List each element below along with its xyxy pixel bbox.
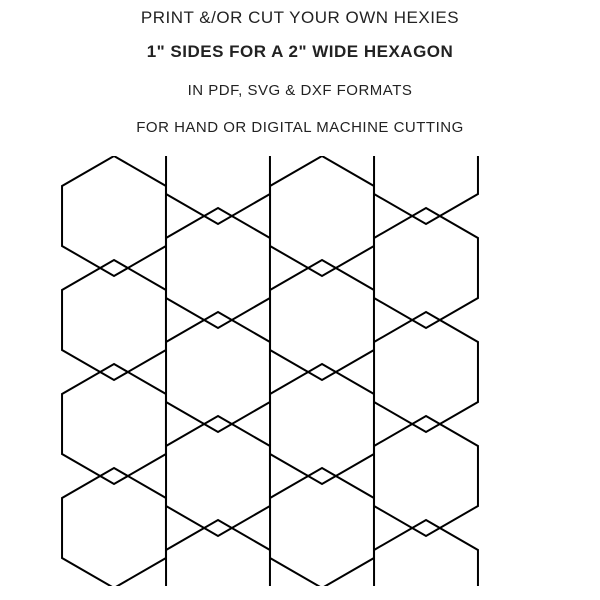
header-line-2: 1" SIDES FOR A 2" WIDE HEXAGON xyxy=(147,42,454,62)
header-line-1: PRINT &/OR CUT YOUR OWN HEXIES xyxy=(141,8,459,28)
hexagon-pattern xyxy=(0,156,600,586)
hexagon-grid-svg xyxy=(52,156,548,586)
header-line-4: FOR HAND OR DIGITAL MACHINE CUTTING xyxy=(136,119,464,136)
header-line-3: IN PDF, SVG & DXF FORMATS xyxy=(188,82,413,99)
